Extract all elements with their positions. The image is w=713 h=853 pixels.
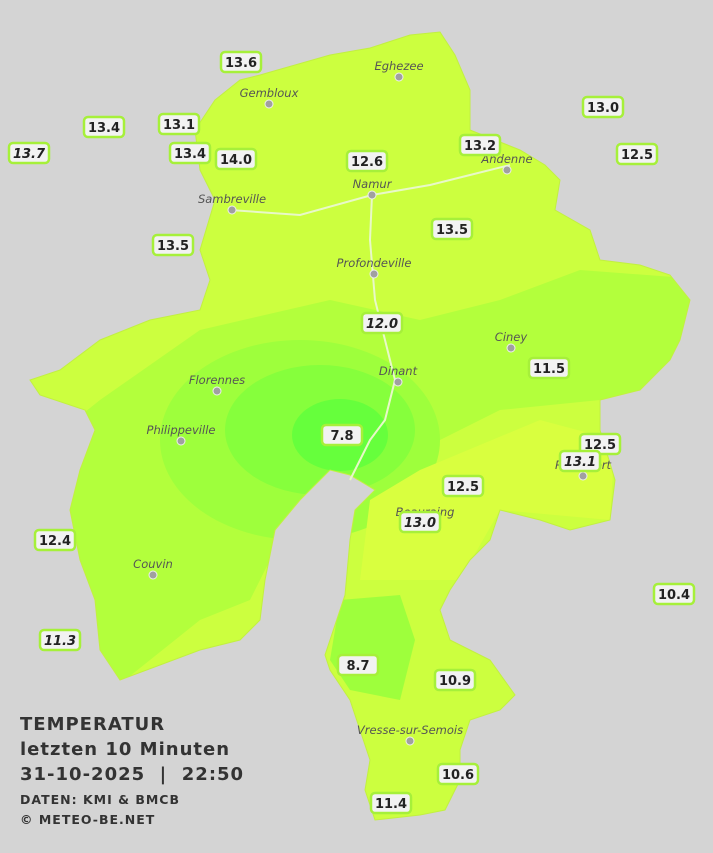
town-label: Gembloux (240, 86, 299, 100)
station-box (369, 791, 413, 815)
station-value: 7.8 (330, 429, 353, 444)
town-dot (264, 99, 274, 109)
station-box (527, 356, 571, 380)
station-box (581, 95, 625, 119)
town-label: Profondeville (337, 256, 412, 270)
station-value: 12.5 (584, 438, 616, 453)
town-dot (394, 72, 404, 82)
station-value: 14.0 (220, 153, 252, 168)
station-value: 13.0 (587, 101, 619, 116)
station-box (433, 668, 477, 692)
station-value: 12.5 (447, 480, 479, 495)
town-label: Philippeville (147, 423, 216, 437)
station-box (157, 112, 201, 136)
station-box (652, 582, 696, 606)
station-value: 13.4 (174, 147, 206, 162)
station-box (558, 449, 602, 473)
station-box (168, 141, 212, 165)
station-value: 10.9 (439, 674, 471, 689)
river (229, 164, 511, 217)
station-box (336, 653, 380, 677)
station-box (33, 528, 77, 552)
copyright: © METEO-BE.NET (20, 812, 155, 827)
station-value: 13.1 (564, 455, 596, 470)
station-box (345, 149, 389, 173)
station-box (441, 474, 485, 498)
station-box (38, 628, 82, 652)
station-value: 12.0 (366, 317, 398, 332)
town-label: Vresse-sur-Semois (357, 723, 463, 737)
station-value: 8.7 (346, 659, 369, 674)
title: TEMPERATUR (20, 714, 165, 735)
station-value: 13.0 (404, 516, 436, 531)
town-dot (405, 736, 415, 746)
station-box (320, 423, 364, 447)
station-value: 13.5 (157, 239, 189, 254)
station-value: 10.6 (442, 768, 474, 783)
town-dot (578, 471, 588, 481)
station-value: 12.5 (621, 148, 653, 163)
town-dot (212, 386, 222, 396)
station-box (82, 115, 126, 139)
station-value: 11.3 (44, 634, 76, 649)
station-box (151, 233, 195, 257)
town-label: Ciney (495, 330, 528, 344)
town-dot (367, 190, 377, 200)
station-value: 11.4 (375, 797, 407, 812)
station-value: 13.2 (464, 139, 496, 154)
station-value: 10.4 (658, 588, 690, 603)
station-box (360, 311, 404, 335)
town-label: Couvin (133, 557, 173, 571)
timestamp: 31-10-2025 | 22:50 (20, 764, 244, 785)
town-label: Eghezee (374, 59, 423, 73)
station-box (214, 147, 258, 171)
station-value: 12.6 (351, 155, 383, 170)
town-dot (393, 377, 403, 387)
town-label: Dinant (379, 364, 418, 378)
town-label: Sambreville (198, 192, 266, 206)
station-value: 13.7 (13, 147, 46, 162)
station-box (7, 141, 51, 165)
station-value: 13.1 (163, 118, 195, 133)
town-label: Namur (353, 177, 393, 191)
station-value: 13.5 (436, 223, 468, 238)
station-value: 11.5 (533, 362, 565, 377)
station-value: 13.4 (88, 121, 120, 136)
town-dot (227, 205, 237, 215)
river (349, 194, 397, 481)
town-dot (148, 570, 158, 580)
station-box (458, 133, 502, 157)
town-dot (369, 269, 379, 279)
station-value: 12.4 (39, 534, 71, 549)
station-box (615, 142, 659, 166)
station-box (430, 217, 474, 241)
subtitle: letzten 10 Minuten (20, 739, 230, 760)
station-box (219, 50, 263, 74)
station-box (398, 510, 442, 534)
town-label: Florennes (189, 373, 245, 387)
station-value: 13.6 (225, 56, 257, 71)
town-dot (176, 436, 186, 446)
town-dot (502, 165, 512, 175)
town-dot (506, 343, 516, 353)
source: DATEN: KMI & BMCB (20, 792, 180, 807)
station-box (436, 762, 480, 786)
